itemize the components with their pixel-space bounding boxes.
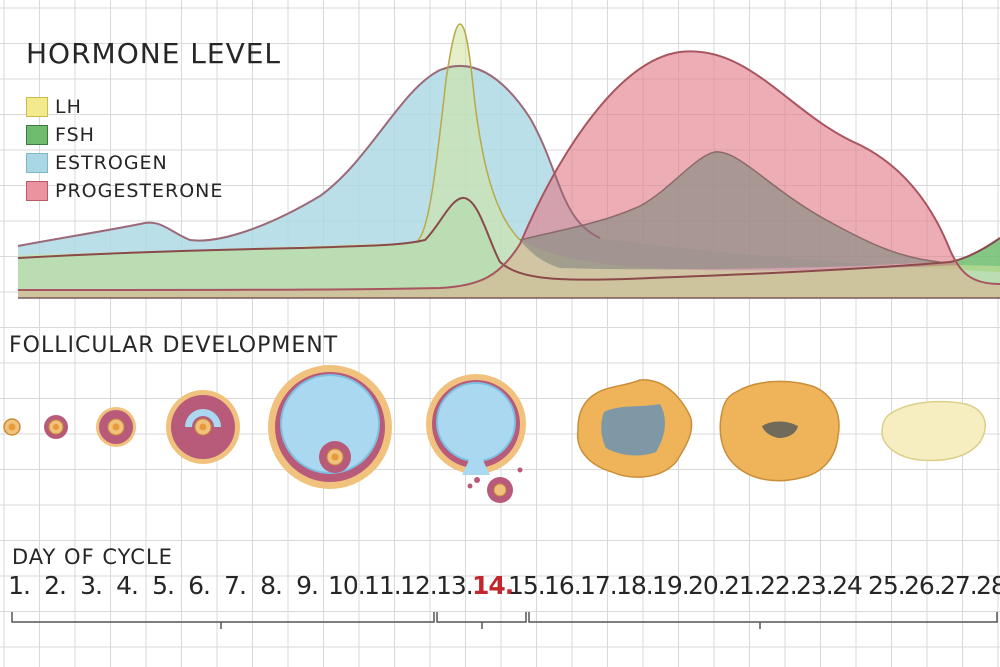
luteal-phase-bracket <box>528 612 998 629</box>
lh-outline <box>417 23 521 241</box>
hormone-curves <box>17 23 1000 299</box>
corpus-albicans <box>881 400 986 462</box>
day-label: 3. <box>80 571 103 600</box>
estrogen-outline <box>17 65 601 247</box>
day-label: 2. <box>44 571 67 600</box>
day-label: 17. <box>580 571 618 600</box>
day-label: 12. <box>400 571 438 600</box>
day-label: 6. <box>188 571 211 600</box>
lh-swatch <box>26 97 48 117</box>
legend-label: PROGESTERONE <box>55 180 224 202</box>
day-label: 20. <box>688 571 726 600</box>
day-label: 28. <box>976 571 1000 600</box>
legend-label: LH <box>55 96 82 118</box>
day-label: 13. <box>436 571 474 600</box>
primordial-follicle <box>3 418 21 436</box>
estrogen-curve <box>18 65 1000 299</box>
ovulating-follicle <box>426 374 526 503</box>
follicle-stages <box>3 365 986 503</box>
day-label: 7. <box>224 571 247 600</box>
day-label: 11. <box>364 571 402 600</box>
day-label: 5. <box>152 571 175 600</box>
day-label: 23. <box>796 571 834 600</box>
legend-item-fsh: FSH <box>26 121 223 149</box>
fsh-swatch <box>26 125 48 145</box>
hormone-legend: LH FSH ESTROGEN PROGESTERONE <box>26 93 223 205</box>
primary-follicle <box>44 415 68 439</box>
day-label: 19. <box>652 571 690 600</box>
day-of-cycle-title: DAY OF CYCLE <box>12 545 173 569</box>
legend-item-estrogen: ESTROGEN <box>26 149 223 177</box>
corpus-luteum-early <box>576 379 693 478</box>
progesterone-swatch <box>26 181 48 201</box>
day-label: 8. <box>260 571 283 600</box>
day-label: 4. <box>116 571 139 600</box>
day-label: 25. <box>868 571 906 600</box>
legend-item-lh: LH <box>26 93 223 121</box>
day-label: 16. <box>544 571 582 600</box>
lh-curve <box>18 24 1000 298</box>
ovulation-bracket <box>436 612 527 629</box>
estrogen-swatch <box>26 153 48 173</box>
progesterone-outline <box>17 50 1000 291</box>
fsh-outline <box>17 197 1000 281</box>
gray-outline <box>519 151 941 263</box>
day-label: 18. <box>616 571 654 600</box>
day-label: 22. <box>760 571 798 600</box>
corpus-luteum-mature <box>719 380 840 482</box>
hormone-level-title: HORMONE LEVEL <box>26 37 282 70</box>
phase-brackets <box>11 612 998 629</box>
antral-follicle <box>268 365 392 489</box>
day-label: 14. <box>472 571 514 600</box>
follicular-development-title: FOLLICULAR DEVELOPMENT <box>9 333 339 358</box>
day-label: 27. <box>940 571 978 600</box>
day-label: 26. <box>904 571 942 600</box>
overlap-region <box>520 151 940 270</box>
legend-label: ESTROGEN <box>55 152 168 174</box>
day-label: 9. <box>296 571 319 600</box>
day-label: 21. <box>724 571 762 600</box>
day-label: 1. <box>8 571 31 600</box>
early-antral-follicle <box>166 390 240 464</box>
day-label: 15. <box>508 571 546 600</box>
legend-label: FSH <box>55 124 95 146</box>
day-of-cycle-axis: 1. 2. 3. 4. 5. 6. 7. 8. 9. 10. 11. 12. 13. 14. 15. 16. 1… <box>0 571 1000 607</box>
follicular-phase-bracket <box>11 612 435 629</box>
secondary-follicle <box>96 407 136 447</box>
legend-item-progesterone: PROGESTERONE <box>26 177 223 205</box>
day-label: 10. <box>328 571 366 600</box>
day-label: 24 <box>832 571 863 600</box>
